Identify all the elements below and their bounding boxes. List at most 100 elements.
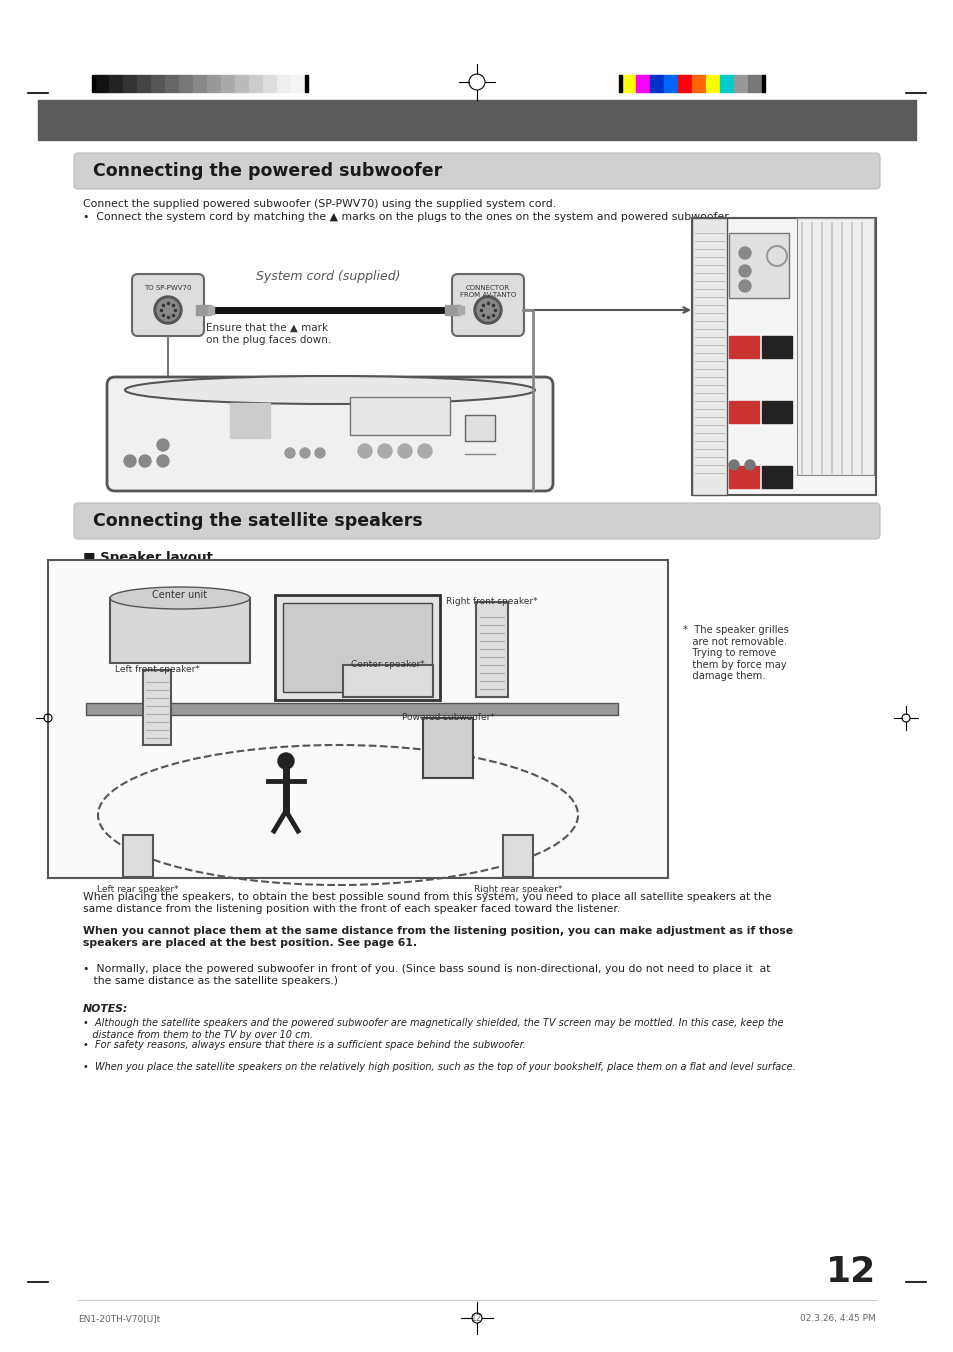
Text: *  The speaker grilles
   are not removable.
   Trying to remove
   them by forc: * The speaker grilles are not removable.… xyxy=(682,625,788,681)
Text: •  For safety reasons, always ensure that there is a sufficient space behind the: • For safety reasons, always ensure that… xyxy=(83,1040,525,1051)
Bar xyxy=(283,603,432,692)
Circle shape xyxy=(417,443,432,458)
Bar xyxy=(691,218,726,495)
Circle shape xyxy=(153,296,182,324)
Bar xyxy=(38,100,915,141)
Bar xyxy=(457,306,463,314)
Bar xyxy=(230,403,270,438)
Circle shape xyxy=(277,753,294,769)
Circle shape xyxy=(377,443,392,458)
FancyBboxPatch shape xyxy=(107,377,553,491)
Circle shape xyxy=(157,439,169,452)
Circle shape xyxy=(139,456,151,466)
Bar xyxy=(618,74,621,92)
Bar xyxy=(123,836,152,877)
Text: ■ Speaker layout: ■ Speaker layout xyxy=(83,552,213,564)
Bar xyxy=(234,74,249,92)
Text: 12: 12 xyxy=(471,1314,482,1324)
Bar xyxy=(305,74,308,92)
Bar xyxy=(221,74,234,92)
Text: Center speaker*: Center speaker* xyxy=(351,660,424,669)
Bar xyxy=(86,703,618,715)
Bar xyxy=(663,74,678,92)
Bar xyxy=(143,671,171,745)
Bar xyxy=(208,306,213,314)
Bar xyxy=(761,74,764,92)
Bar xyxy=(621,74,636,92)
Bar xyxy=(761,466,791,488)
Text: Center unit: Center unit xyxy=(136,380,203,393)
Bar xyxy=(747,74,761,92)
Bar xyxy=(691,74,705,92)
Bar xyxy=(728,402,759,423)
Bar xyxy=(291,74,305,92)
Bar xyxy=(691,218,875,495)
Text: Right rear speaker*: Right rear speaker* xyxy=(474,886,561,894)
Circle shape xyxy=(739,280,750,292)
Ellipse shape xyxy=(125,376,535,404)
Circle shape xyxy=(397,443,412,458)
Bar xyxy=(636,74,649,92)
Text: Ensure that the ▲ mark
on the plug faces down.: Ensure that the ▲ mark on the plug faces… xyxy=(206,323,331,345)
Text: •  When you place the satellite speakers on the relatively high position, such a: • When you place the satellite speakers … xyxy=(83,1063,795,1072)
Text: Connect the supplied powered subwoofer (SP-PWV70) using the supplied system cord: Connect the supplied powered subwoofer (… xyxy=(83,199,556,210)
Bar xyxy=(274,595,439,700)
Text: Powered subwoofer: Powered subwoofer xyxy=(714,224,816,235)
Bar xyxy=(761,402,791,423)
Text: 12: 12 xyxy=(825,1255,875,1288)
Text: CONNECTOR
FROM AV-TANTO: CONNECTOR FROM AV-TANTO xyxy=(459,285,516,297)
Circle shape xyxy=(157,456,169,466)
Text: TO SP-PWV70: TO SP-PWV70 xyxy=(144,285,192,291)
Text: •  Normally, place the powered subwoofer in front of you. (Since bass sound is n: • Normally, place the powered subwoofer … xyxy=(83,964,770,986)
Bar xyxy=(728,337,759,358)
Bar xyxy=(678,74,691,92)
Bar xyxy=(110,598,250,662)
Text: Powered subwoofer*: Powered subwoofer* xyxy=(401,713,494,722)
Text: Connecting the powered subwoofer: Connecting the powered subwoofer xyxy=(92,162,442,180)
Bar xyxy=(195,306,211,315)
FancyBboxPatch shape xyxy=(132,274,204,337)
Bar xyxy=(249,74,263,92)
Bar xyxy=(193,74,207,92)
Bar xyxy=(137,74,151,92)
Circle shape xyxy=(739,247,750,260)
Text: NOTES:: NOTES: xyxy=(83,1005,129,1014)
Bar xyxy=(464,415,495,441)
Text: When you cannot place them at the same distance from the listening position, you: When you cannot place them at the same d… xyxy=(83,926,792,948)
Bar xyxy=(95,74,109,92)
Circle shape xyxy=(157,299,179,320)
Bar xyxy=(761,337,791,358)
Text: Center unit: Center unit xyxy=(152,589,208,600)
Text: •  Connect the system cord by matching the ▲ marks on the plugs to the ones on t: • Connect the system cord by matching th… xyxy=(83,212,730,222)
Bar xyxy=(444,306,459,315)
Bar xyxy=(48,560,667,877)
Ellipse shape xyxy=(110,587,250,608)
Bar xyxy=(263,74,276,92)
Bar xyxy=(343,665,433,698)
FancyBboxPatch shape xyxy=(74,153,879,189)
Bar xyxy=(476,602,507,698)
Circle shape xyxy=(476,299,498,320)
Bar xyxy=(151,74,165,92)
Circle shape xyxy=(124,456,136,466)
FancyBboxPatch shape xyxy=(74,503,879,539)
FancyBboxPatch shape xyxy=(452,274,523,337)
Bar xyxy=(179,74,193,92)
Circle shape xyxy=(314,448,325,458)
Bar xyxy=(91,74,95,92)
Bar xyxy=(207,74,221,92)
Bar xyxy=(728,466,759,488)
Bar xyxy=(165,74,179,92)
Text: Left rear speaker*: Left rear speaker* xyxy=(97,886,178,894)
Bar xyxy=(109,74,123,92)
Bar xyxy=(350,397,450,435)
Bar xyxy=(796,218,873,475)
Circle shape xyxy=(728,460,739,470)
Text: EN1-20TH-V70[U]t: EN1-20TH-V70[U]t xyxy=(78,1314,160,1324)
Bar xyxy=(422,718,473,777)
Text: 02.3.26, 4:45 PM: 02.3.26, 4:45 PM xyxy=(800,1314,875,1324)
Bar xyxy=(733,74,747,92)
Circle shape xyxy=(744,460,754,470)
Bar xyxy=(705,74,720,92)
Bar xyxy=(728,233,788,297)
